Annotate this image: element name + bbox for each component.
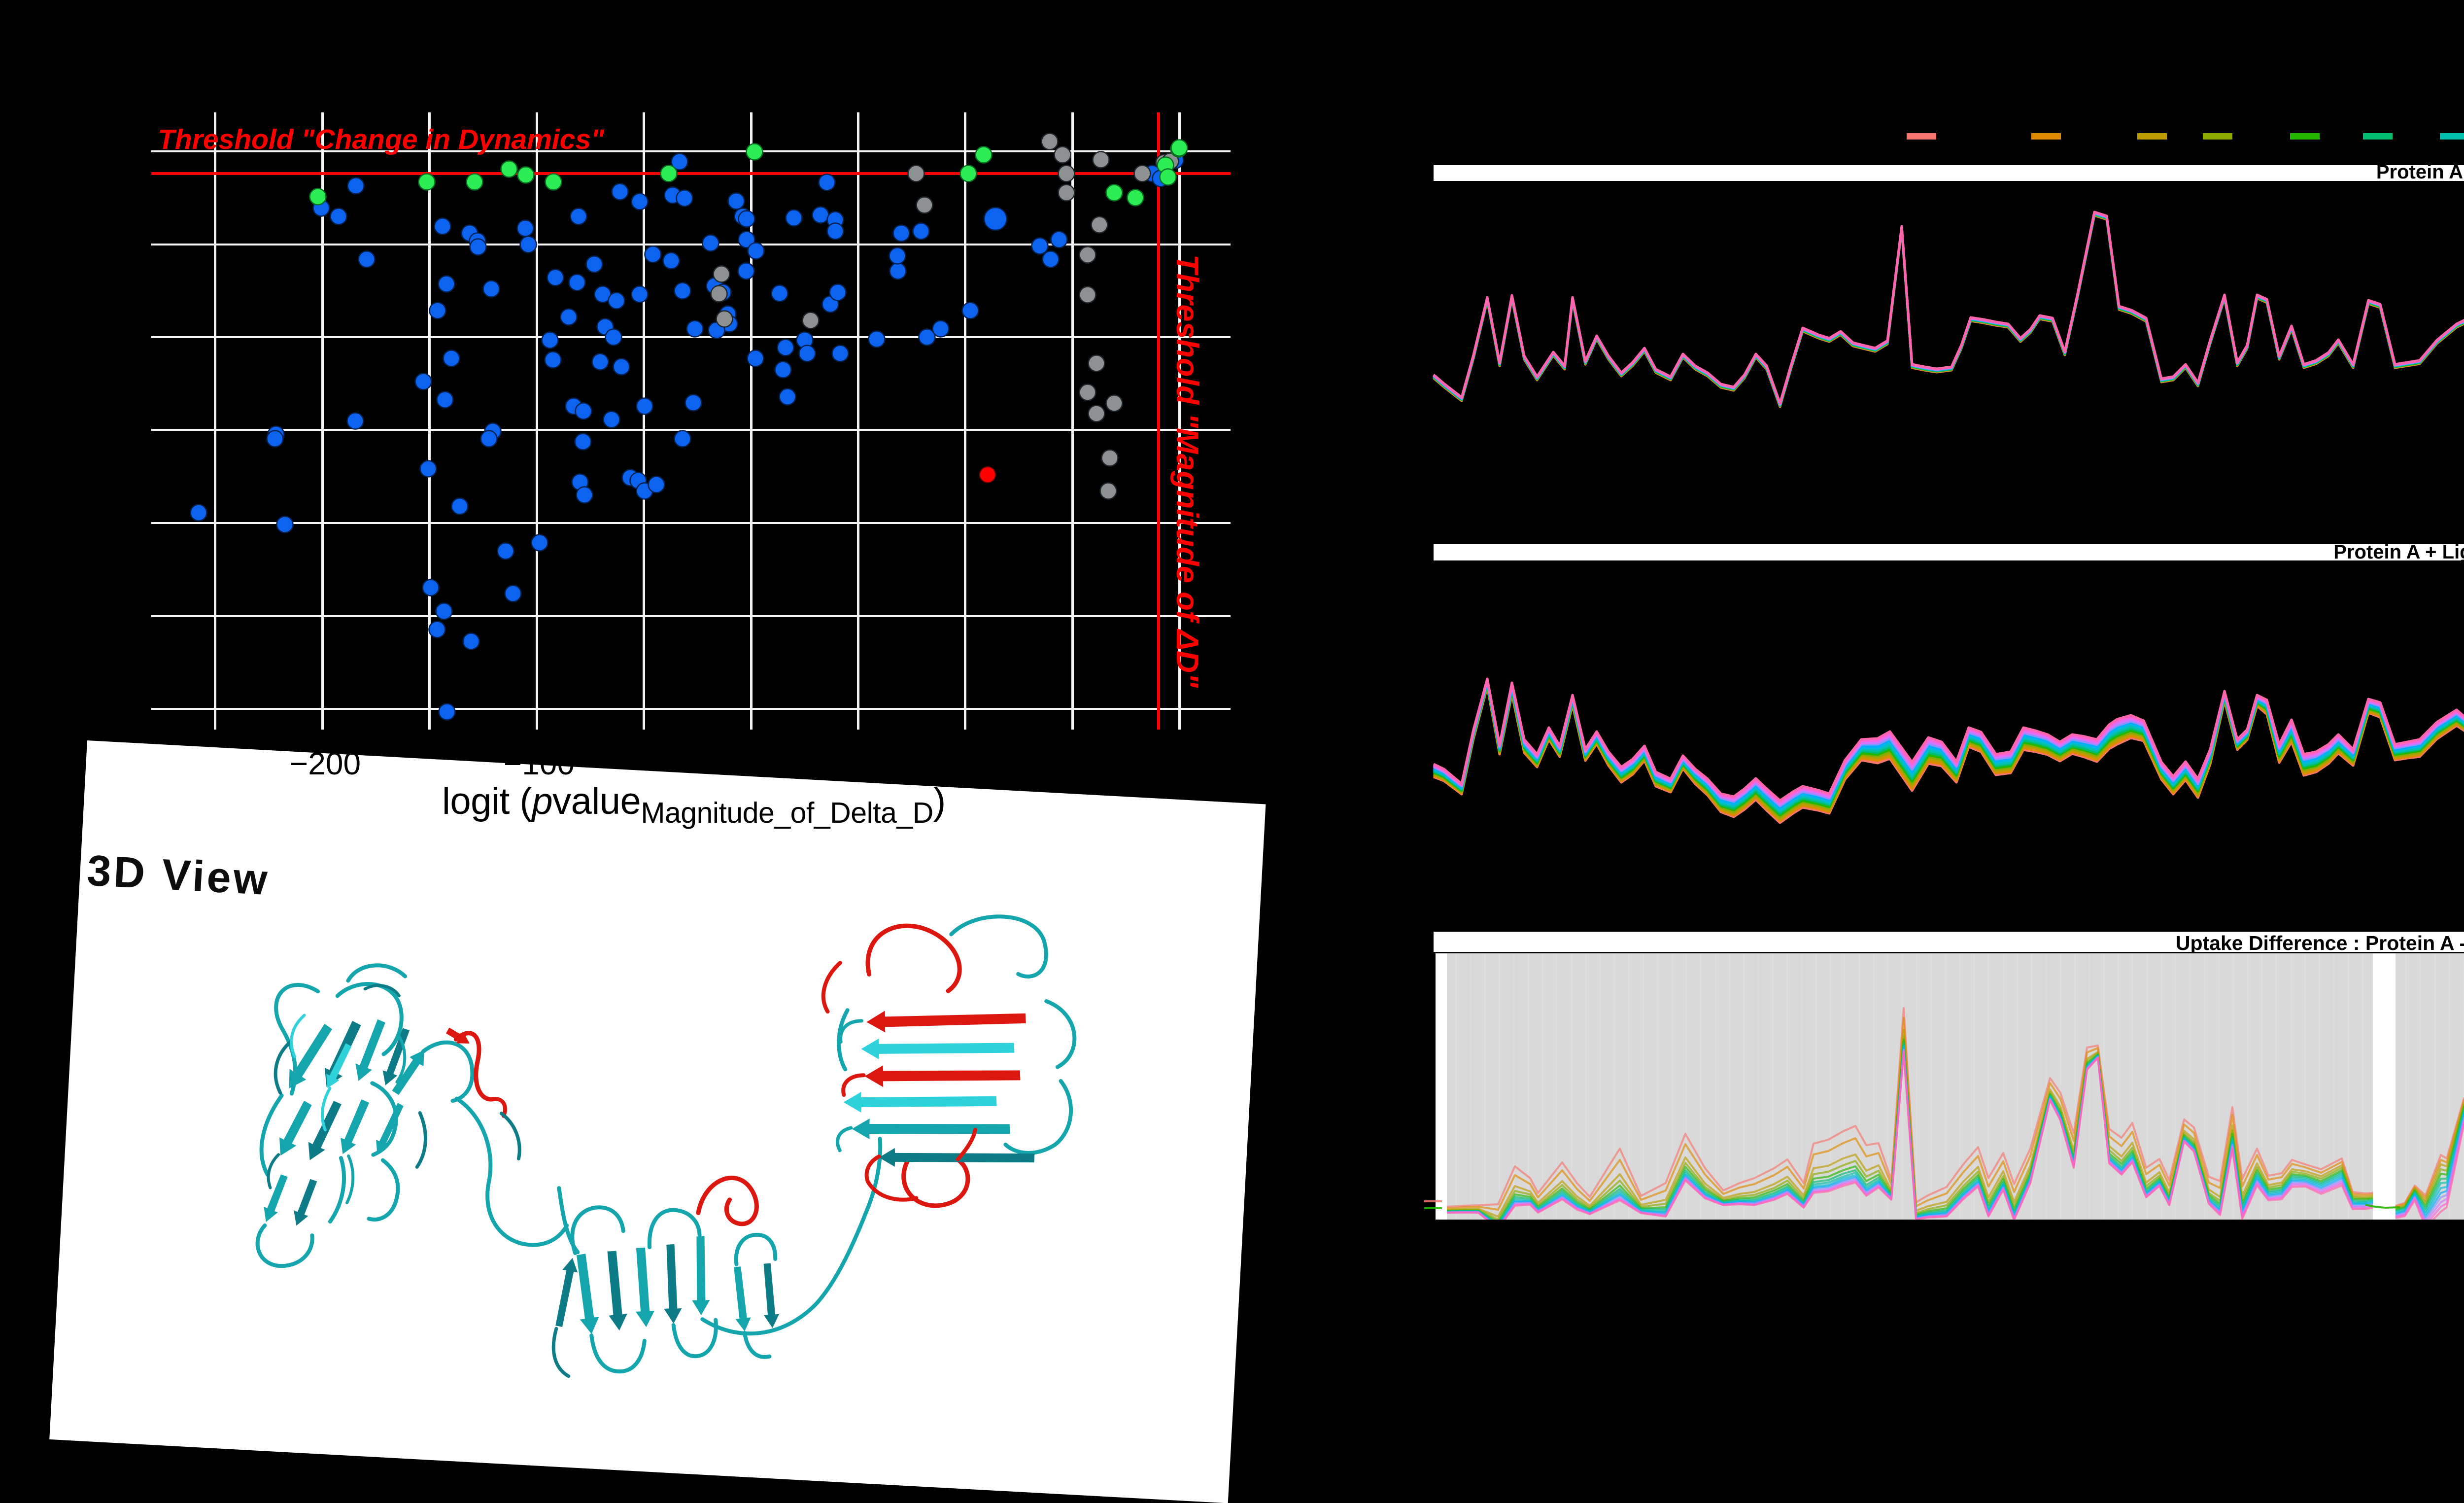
svg-text:−100: −100: [504, 746, 575, 781]
svg-text:Protein A: Protein A: [2376, 161, 2463, 183]
svg-text:Threshold "Change in Dynamics": Threshold "Change in Dynamics": [158, 124, 605, 155]
svg-text:Protein A + Ligand: Protein A + Ligand: [2333, 541, 2464, 563]
svg-text:100: 100: [941, 746, 994, 781]
svg-text:200: 200: [1156, 746, 1208, 781]
svg-text:Uptake Difference : Protein A: Uptake Difference : Protein A - (Protein…: [2176, 932, 2464, 954]
svg-text:−200: −200: [290, 746, 361, 781]
svg-text:0: 0: [744, 746, 762, 781]
svg-text:Threshold "Magnitude of ΔD": Threshold "Magnitude of ΔD": [1170, 254, 1204, 688]
svg-text:logit (pvalueMagnitude_of_Delt: logit (pvalueMagnitude_of_Delta_D): [442, 780, 946, 829]
